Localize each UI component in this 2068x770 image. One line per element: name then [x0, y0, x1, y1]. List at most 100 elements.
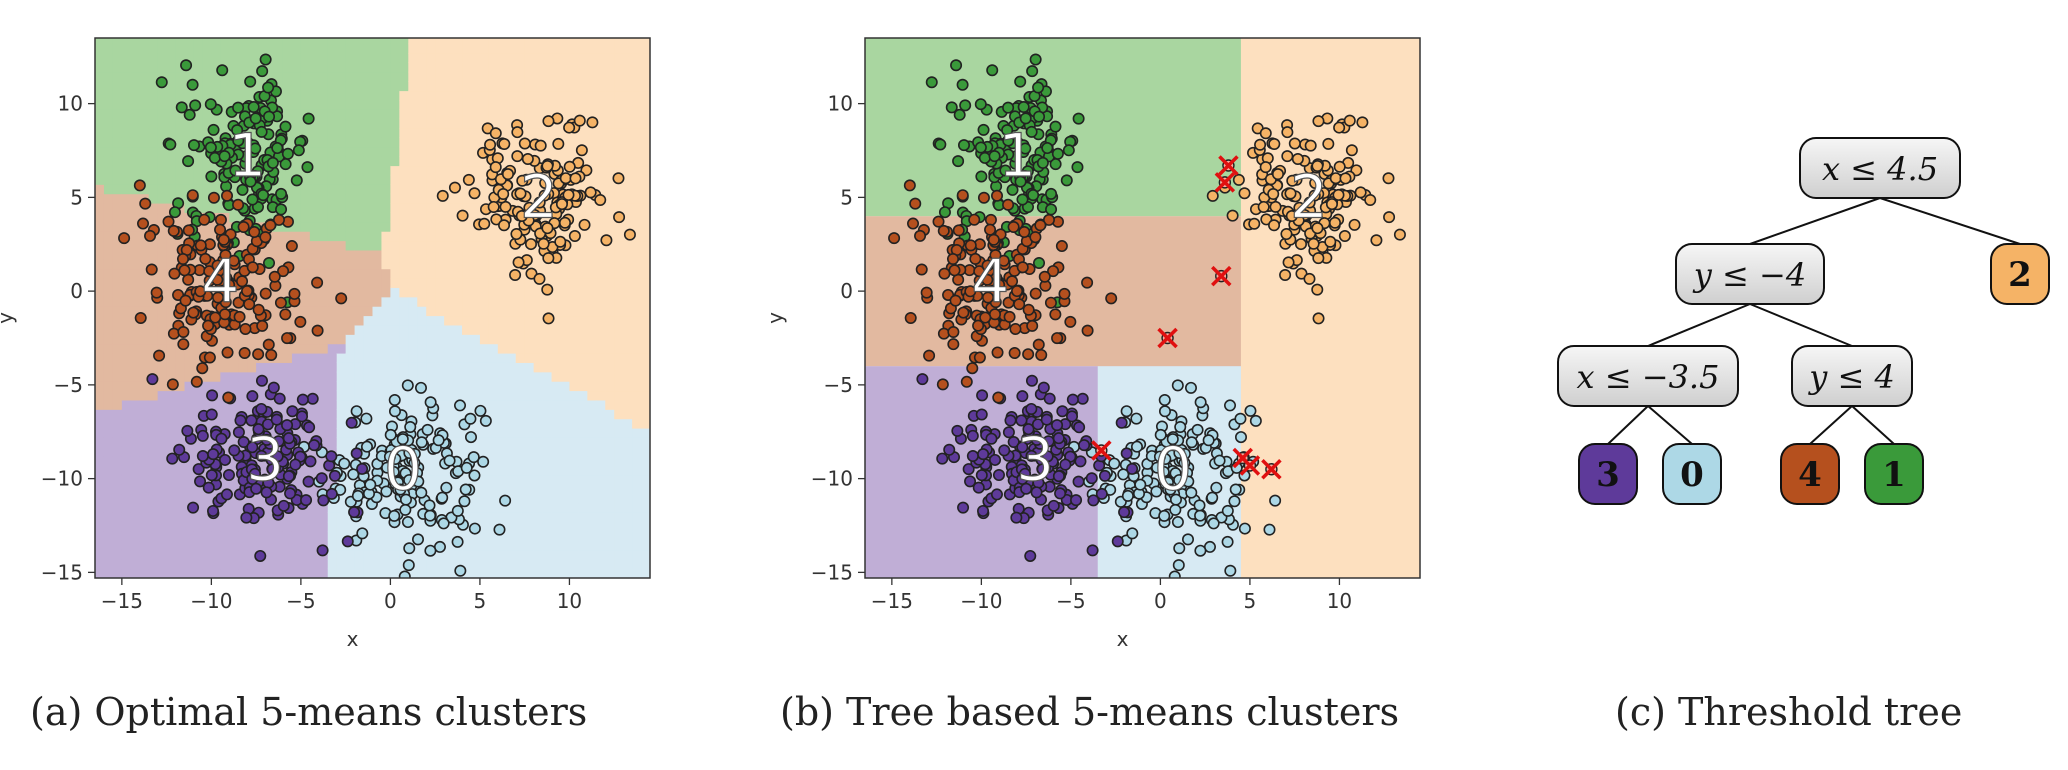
region-cell — [211, 568, 221, 578]
region-cell — [623, 484, 633, 495]
region-cell — [605, 137, 615, 148]
region-cell — [211, 165, 221, 176]
region-cell — [605, 81, 615, 92]
region-cell — [112, 409, 123, 420]
region-cell — [184, 559, 195, 570]
region-cell — [202, 193, 212, 204]
region-cell — [560, 456, 571, 467]
region-cell — [470, 559, 481, 570]
region-cell — [157, 62, 168, 73]
region-cell — [309, 465, 320, 476]
region-cell — [381, 390, 392, 401]
region-cell — [605, 43, 615, 54]
data-point — [1120, 447, 1133, 460]
region-cell — [435, 212, 445, 223]
region-cell — [569, 409, 579, 420]
data-point — [1154, 428, 1167, 441]
region-cell — [399, 81, 409, 92]
region-cell — [462, 399, 472, 410]
region-cell — [587, 409, 597, 420]
data-point — [350, 405, 363, 418]
region-cell — [121, 306, 132, 317]
region-cell — [399, 259, 409, 270]
region-cell — [381, 549, 392, 560]
region-cell — [632, 381, 642, 392]
region-cell — [614, 231, 624, 242]
region-cell — [103, 343, 114, 354]
region-cell — [193, 184, 204, 195]
data-point — [1194, 396, 1207, 409]
region-cell — [238, 240, 248, 251]
region-cell — [300, 334, 311, 345]
region-cell — [157, 137, 168, 148]
region-cell — [569, 315, 579, 326]
data-point — [1153, 450, 1166, 463]
region-cell — [336, 268, 347, 279]
region-cell — [533, 315, 544, 326]
data-point — [249, 112, 262, 125]
region-cell — [551, 446, 562, 457]
region-cell — [121, 137, 132, 148]
region-cell — [444, 165, 454, 176]
region-cell — [605, 428, 615, 438]
region-cell — [596, 259, 606, 270]
region-cell — [417, 418, 427, 429]
region-cell — [291, 165, 302, 176]
data-point — [1343, 114, 1356, 127]
region-cell — [596, 99, 606, 110]
region-cell — [632, 203, 642, 213]
region-cell — [560, 484, 571, 495]
data-point — [1026, 65, 1039, 78]
data-point — [404, 421, 417, 434]
region-cell — [641, 43, 650, 54]
region-cell — [184, 334, 195, 345]
region-cell — [453, 437, 463, 448]
region-cell — [157, 418, 168, 429]
region-cell — [336, 221, 347, 232]
region-cell — [372, 399, 383, 410]
region-cell — [515, 53, 526, 63]
region-cell — [291, 362, 302, 373]
region-cell — [506, 474, 517, 485]
region-cell — [157, 193, 168, 204]
region-cell — [211, 62, 221, 73]
region-cell — [130, 203, 141, 213]
region-cell — [318, 174, 329, 185]
region-cell — [488, 53, 499, 63]
region-cell — [632, 156, 642, 167]
region-cell — [247, 268, 257, 279]
region-cell — [112, 165, 123, 176]
region-cell — [130, 362, 141, 373]
region-cell — [372, 568, 383, 578]
region-cell — [560, 437, 571, 448]
data-point — [1019, 142, 1032, 155]
region-cell — [381, 521, 392, 532]
region-cell — [462, 53, 472, 63]
region-cell — [408, 343, 418, 354]
region-cell — [345, 53, 356, 63]
region-cell — [381, 568, 392, 578]
region-cell — [363, 287, 374, 298]
region-cell — [596, 240, 606, 251]
region-cell — [291, 231, 302, 242]
region-cell — [318, 390, 329, 401]
region-cell — [515, 540, 526, 551]
region-cell — [148, 559, 159, 570]
region-cell — [506, 90, 517, 101]
region-cell — [587, 559, 597, 570]
region-cell — [596, 128, 606, 138]
data-point — [1322, 137, 1335, 150]
y-tick-label: −15 — [41, 560, 83, 584]
region-cell — [363, 399, 374, 410]
region-cell — [399, 38, 409, 45]
region-cell — [533, 521, 544, 532]
region-cell — [408, 118, 418, 129]
region-cell — [354, 306, 365, 317]
region-cell — [614, 81, 624, 92]
region-cell — [614, 437, 624, 448]
region-cell — [399, 315, 409, 326]
region-cell — [524, 428, 535, 438]
region-cell — [542, 549, 553, 560]
region-cell — [345, 203, 356, 213]
region-cell — [408, 409, 418, 420]
